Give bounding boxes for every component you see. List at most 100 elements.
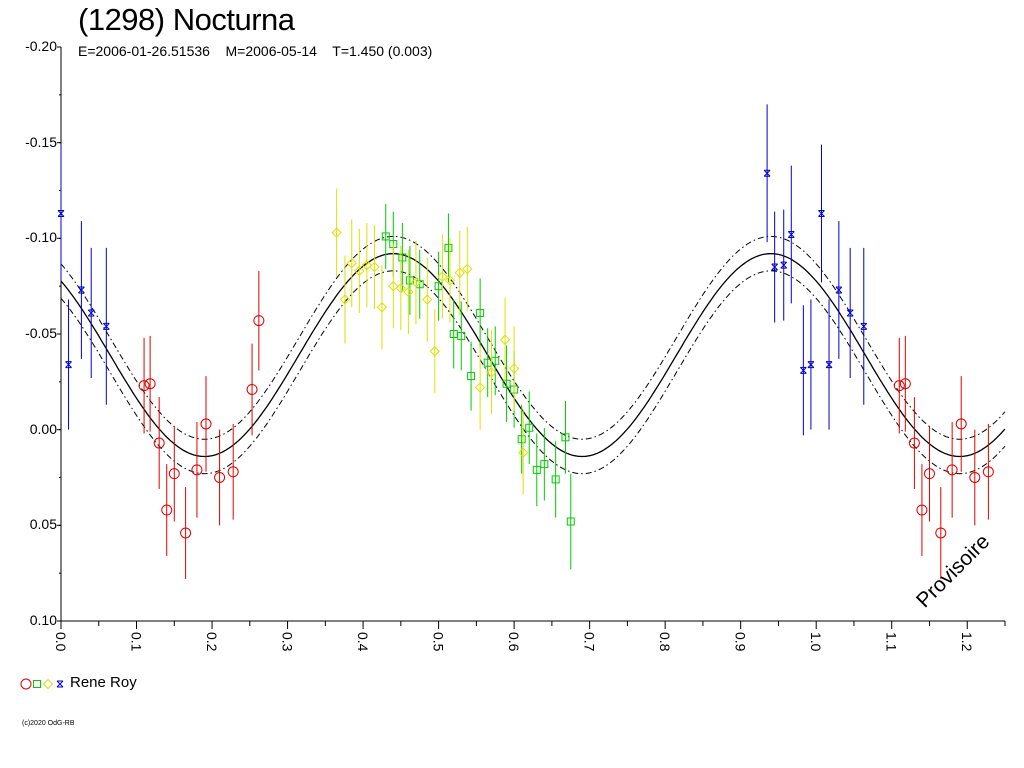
star-marker-stroke (102, 322, 110, 330)
data-point (969, 472, 981, 483)
data-point (227, 466, 239, 478)
x-tick-label: 0.3 (280, 632, 296, 652)
data-point (476, 308, 485, 317)
data-point (835, 286, 843, 294)
x-tick-label: 0.5 (431, 632, 447, 652)
x-tick-label: 0.9 (733, 632, 749, 652)
data-point (893, 380, 905, 392)
data-point (916, 504, 928, 516)
data-point (454, 267, 465, 278)
data-point (369, 261, 380, 273)
y-tick-label: -0.05 (25, 325, 57, 341)
data-point (846, 309, 854, 317)
data-point (474, 382, 486, 393)
star-marker-stroke (807, 361, 815, 369)
legend-marker-star (56, 680, 64, 688)
chart-subtitle: E=2006-01-26.51536 M=2006-05-14 T=1.450 … (78, 43, 433, 59)
data-point (499, 334, 511, 345)
data-point (87, 309, 95, 317)
data-point (403, 286, 414, 298)
series-diamond (331, 188, 529, 495)
data-point (102, 322, 110, 330)
data-point (561, 433, 570, 442)
x-tick-label: 0.8 (657, 632, 673, 652)
data-point (138, 380, 150, 392)
chart-title: (1298) Nocturna (78, 2, 295, 37)
data-point (444, 275, 456, 286)
y-tick-label: -0.15 (25, 133, 57, 150)
data-point (946, 464, 958, 476)
star-marker-stroke (65, 361, 72, 369)
data-point (200, 418, 212, 430)
data-point (899, 378, 911, 390)
legend-label: Rene Roy (70, 674, 137, 691)
legend-marker-diamond (42, 678, 54, 690)
data-point (65, 361, 72, 369)
star-marker-stroke (763, 169, 771, 177)
data-point (825, 361, 833, 369)
y-tick-label: 0.10 (29, 612, 57, 628)
fit-upper-band (60, 235, 1006, 440)
x-tick-label: 1.2 (959, 632, 975, 652)
data-point (246, 383, 258, 395)
data-point (935, 527, 947, 539)
data-point (467, 372, 476, 381)
star-marker-stroke (56, 680, 64, 688)
data-point (457, 331, 466, 340)
y-tick-label: -0.20 (25, 38, 57, 54)
legend-markers (20, 678, 64, 690)
star-marker-stroke (818, 209, 825, 217)
data-point (191, 464, 203, 476)
legend-marker-circle (20, 678, 32, 690)
data-point (144, 378, 156, 390)
data-point (486, 367, 497, 378)
data-point (429, 346, 441, 357)
data-point (437, 271, 448, 282)
y-tick-label: -0.10 (25, 229, 57, 246)
data-point (253, 315, 265, 327)
star-marker-stroke (787, 231, 795, 239)
data-point (818, 209, 825, 217)
y-tick-label: 0.05 (29, 516, 57, 533)
data-point (395, 282, 407, 294)
x-tick-label: 0.2 (204, 632, 220, 652)
data-point (214, 472, 226, 483)
data-point (331, 227, 342, 238)
data-point (908, 437, 920, 449)
data-point (566, 517, 575, 526)
x-tick-label: 0.6 (506, 632, 522, 652)
data-point (502, 379, 511, 388)
legend-marker-square (33, 680, 41, 688)
x-tick-label: 0.1 (129, 632, 145, 652)
data-point (354, 265, 365, 277)
data-point (540, 460, 549, 469)
x-tick-label: 1.1 (884, 632, 900, 652)
x-tick-label: 0.4 (355, 632, 371, 652)
data-point (161, 504, 173, 516)
data-point (449, 330, 458, 338)
series-square (381, 203, 575, 570)
data-point (551, 475, 560, 484)
data-point (532, 465, 541, 474)
data-point (444, 243, 453, 252)
data-point (517, 447, 529, 458)
y-tick-label: 0.00 (29, 420, 57, 437)
data-point (381, 232, 390, 241)
star-marker-stroke (860, 322, 868, 330)
data-point (376, 302, 388, 313)
star-marker-stroke (78, 286, 85, 294)
data-point (153, 437, 165, 449)
data-point (517, 435, 526, 444)
data-point (168, 468, 180, 480)
x-tick-label: 0.7 (582, 632, 598, 652)
data-point (860, 322, 868, 330)
copyright: (c)2020 OdG-RB (22, 720, 75, 727)
x-tick-label: 0.0 (53, 632, 69, 652)
data-point (180, 527, 192, 539)
data-point (57, 209, 65, 217)
data-point (955, 418, 967, 430)
star-marker-stroke (825, 361, 833, 369)
data-point (771, 263, 779, 271)
data-point (763, 169, 771, 177)
data-point (410, 277, 422, 288)
